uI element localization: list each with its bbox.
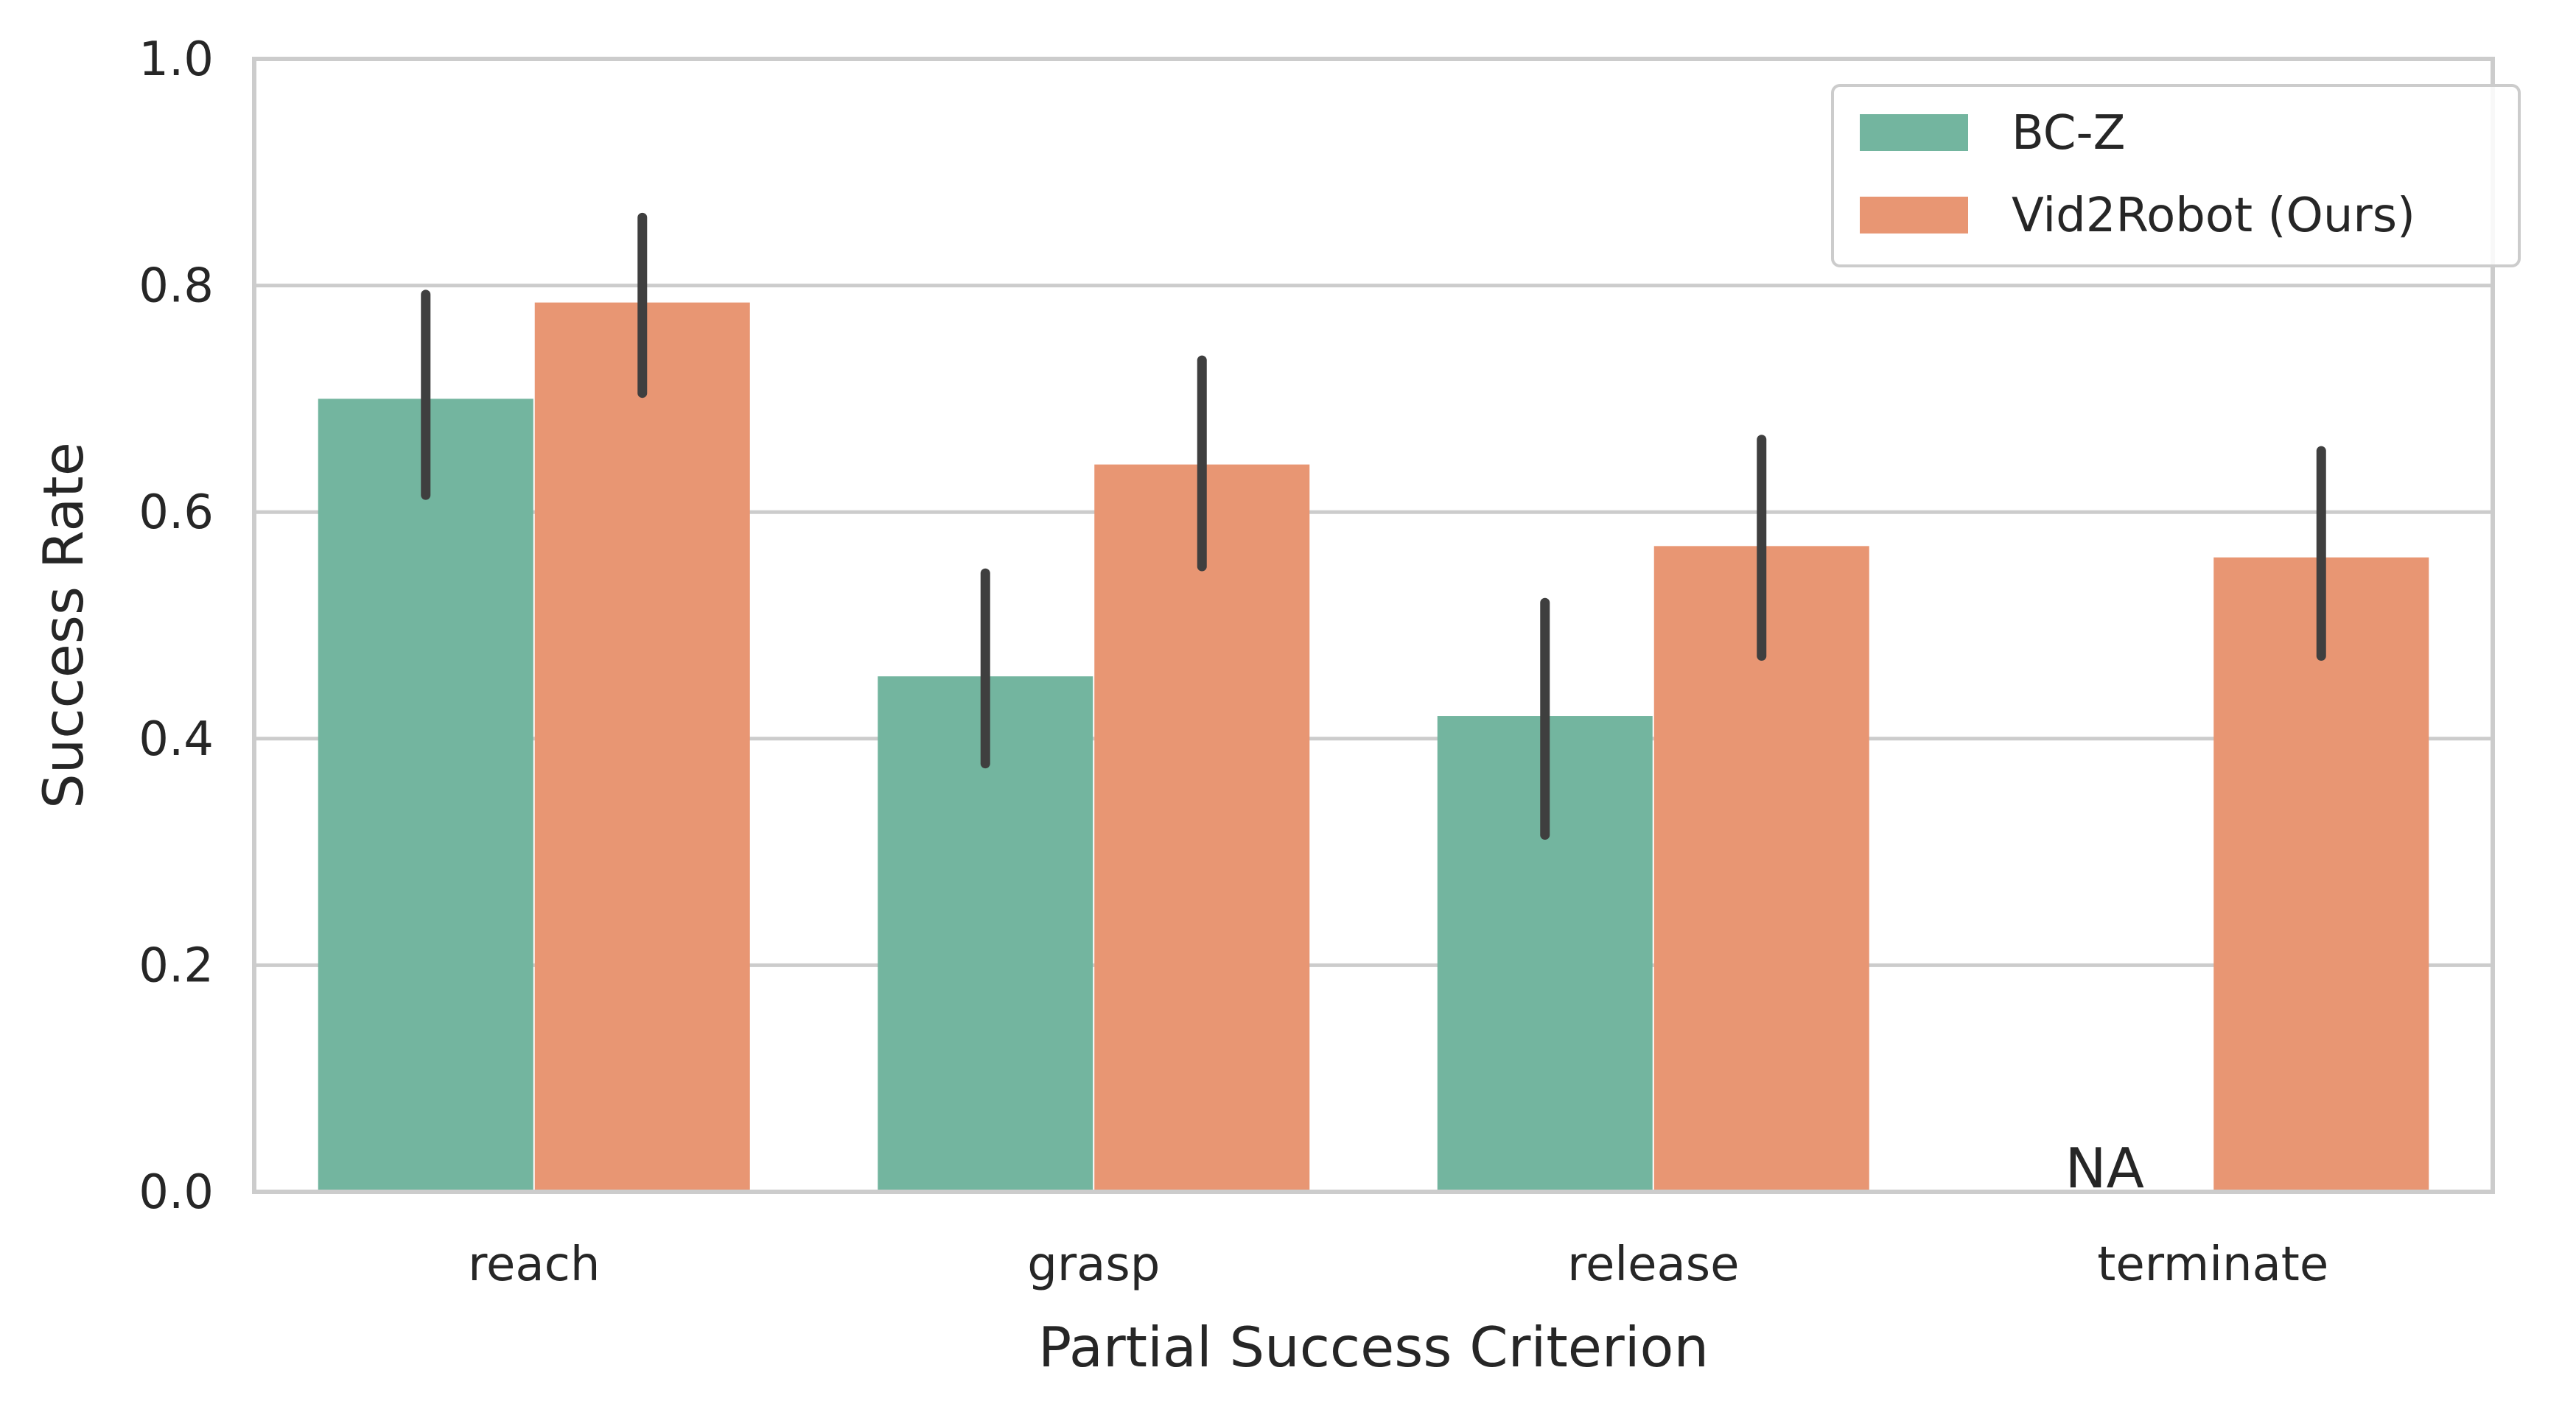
y-tick-label: 0.8 xyxy=(139,259,214,314)
y-tick-label: 0.4 xyxy=(139,712,214,767)
legend-box xyxy=(1831,84,2521,267)
x-axis-label: Partial Success Criterion xyxy=(1038,1315,1709,1380)
x-tick-label-release: release xyxy=(1567,1237,1739,1292)
legend-swatch-bc-z xyxy=(1860,114,1968,151)
y-tick-label: 0.2 xyxy=(139,938,214,993)
legend-label-vid2robot: Vid2Robot (Ours) xyxy=(2012,189,2415,243)
bar-vid2robot-ours--terminate xyxy=(2213,557,2429,1192)
x-tick-label-reach: reach xyxy=(468,1237,600,1292)
legend: BC-Z Vid2Robot (Ours) xyxy=(1831,84,2521,267)
legend-swatch-vid2robot xyxy=(1860,197,1968,234)
y-tick-label: 0.0 xyxy=(139,1165,214,1220)
y-tick-labels: 0.0 0.2 0.4 0.6 0.8 1.0 xyxy=(139,32,214,1220)
plot-frame xyxy=(252,57,2495,1194)
bar-bc-z-reach xyxy=(318,398,533,1192)
x-tick-labels: reach grasp release terminate xyxy=(468,1237,2328,1292)
legend-label-bc-z: BC-Z xyxy=(2012,106,2125,161)
error-bars-layer xyxy=(421,212,2326,840)
bar-vid2robot-ours--grasp xyxy=(1094,464,1310,1192)
bars-layer xyxy=(318,302,2429,1192)
y-tick-label: 1.0 xyxy=(139,32,214,87)
x-tick-label-terminate: terminate xyxy=(2097,1237,2328,1292)
y-tick-label: 0.6 xyxy=(139,485,214,540)
y-axis-label: Success Rate xyxy=(31,442,96,809)
bar-vid2robot-ours--reach xyxy=(534,302,750,1192)
x-tick-label-grasp: grasp xyxy=(1027,1237,1160,1292)
